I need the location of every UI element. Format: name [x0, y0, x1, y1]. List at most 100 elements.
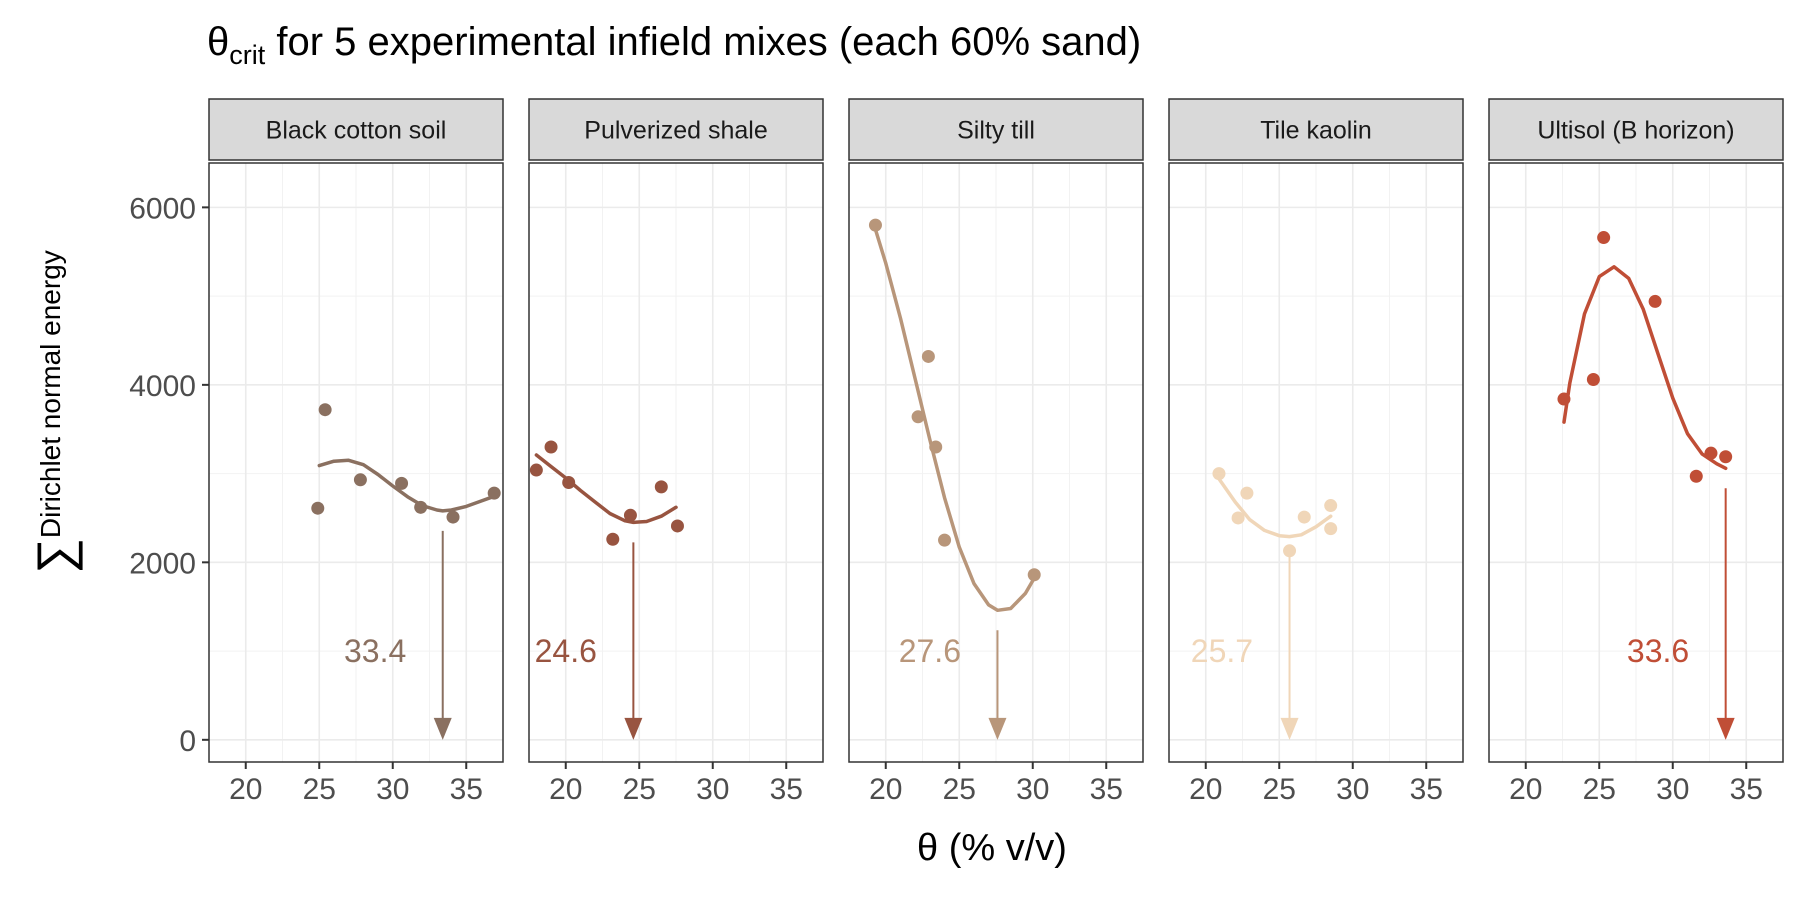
data-point [1240, 486, 1254, 500]
data-point [1648, 294, 1662, 308]
data-point [654, 480, 668, 494]
facet-strip [848, 98, 1144, 161]
x-tick-label: 20 [1509, 773, 1542, 806]
fit-curve [317, 458, 498, 513]
data-point [1586, 373, 1600, 387]
data-point [921, 349, 935, 363]
data-point [929, 440, 943, 454]
chart-title-text: for 5 experimental infield mixes (each 6… [265, 20, 1141, 64]
x-tick-label: 35 [1730, 773, 1763, 806]
data-point [318, 403, 332, 417]
x-tick-label: 25 [943, 773, 976, 806]
facet-strip [208, 98, 504, 161]
y-axis-label-subscript: Dirichlet normal energy [35, 250, 66, 538]
x-tick-label: 30 [1016, 773, 1049, 806]
data-point [446, 510, 460, 524]
facet-panel: Pulverized shale 24.6 20 25 30 35 [528, 98, 824, 806]
panel-border [528, 162, 824, 763]
data-point [1297, 510, 1311, 524]
x-tick-label: 35 [770, 773, 803, 806]
x-tick-label: 25 [1583, 773, 1616, 806]
x-tick-label: 30 [376, 773, 409, 806]
facet-panel: Silty till 27.6 20 25 30 35 [848, 98, 1144, 806]
data-point [868, 218, 882, 232]
fit-curve [534, 453, 678, 525]
facet-strip [528, 98, 824, 161]
y-axis-label-symbol: ∑ [27, 538, 83, 574]
data-point [1719, 450, 1733, 464]
x-tick-label: 20 [1189, 773, 1222, 806]
data-point [544, 440, 558, 454]
critical-arrow-head [433, 717, 452, 740]
x-axis-label: θ (% v/v) [917, 827, 1067, 869]
chart-title-subscript: crit [229, 40, 265, 70]
panel-border [1488, 162, 1784, 763]
x-tick-label: 30 [1336, 773, 1369, 806]
data-point [670, 519, 684, 533]
data-point [1324, 499, 1338, 513]
y-tick-label: 4000 [129, 370, 196, 403]
data-point [1212, 467, 1226, 481]
x-tick-label: 20 [549, 773, 582, 806]
data-point [311, 501, 325, 515]
x-tick-label: 20 [229, 773, 262, 806]
data-point [606, 532, 620, 546]
facet-panel: Ultisol (B horizon) 33.6 20 25 30 35 [1488, 98, 1784, 806]
data-point [395, 476, 409, 490]
x-tick-label: 20 [869, 773, 902, 806]
data-point [1704, 446, 1718, 460]
x-tick-label: 25 [623, 773, 656, 806]
critical-theta-label: 33.4 [344, 633, 406, 669]
facet-panel: Black cotton soil 33.4 20 25 30 35 [208, 98, 504, 806]
x-tick-label: 25 [1263, 773, 1296, 806]
data-point [623, 508, 637, 522]
data-point [1231, 511, 1245, 525]
facet-strip-label: Ultisol (B horizon) [1537, 117, 1734, 145]
y-axis-label: ∑Dirichlet normal energy [27, 250, 83, 574]
fit-curve [1562, 265, 1728, 471]
x-tick-label: 30 [1656, 773, 1689, 806]
data-point [562, 475, 576, 489]
facet-strip [1488, 98, 1784, 161]
data-point [1689, 469, 1703, 483]
y-tick-label: 0 [179, 725, 196, 758]
data-point [1324, 522, 1338, 536]
critical-theta-label: 24.6 [535, 633, 597, 669]
chart-title: θcrit for 5 experimental infield mixes (… [207, 20, 1141, 70]
data-point [1597, 231, 1611, 245]
y-tick-label: 6000 [129, 192, 196, 225]
panel-border [1168, 162, 1464, 763]
data-point [1557, 392, 1571, 406]
critical-arrow-head [988, 717, 1007, 740]
chart-title-symbol: θ [207, 20, 229, 64]
x-tick-label: 35 [1410, 773, 1443, 806]
x-tick-label: 35 [450, 773, 483, 806]
data-point [353, 473, 367, 487]
facet-strip [1168, 98, 1464, 161]
x-tick-label: 25 [303, 773, 336, 806]
data-point [1283, 544, 1297, 558]
facet-strip-label: Silty till [957, 117, 1035, 145]
facet-strip-label: Pulverized shale [584, 117, 767, 145]
facet-panel: Tile kaolin 25.7 20 25 30 35 [1168, 98, 1464, 806]
data-point [414, 500, 428, 514]
panel-border [208, 162, 504, 763]
y-axis-label-text: ∑Dirichlet normal energy [27, 250, 83, 574]
critical-arrow-head [1280, 717, 1299, 740]
critical-arrow-head [1716, 717, 1735, 740]
y-tick-label: 2000 [129, 547, 196, 580]
critical-arrow-head [624, 717, 643, 740]
facet-strip-label: Black cotton soil [266, 117, 447, 145]
x-tick-label: 30 [696, 773, 729, 806]
fit-curve [1217, 477, 1333, 539]
data-point [911, 410, 925, 424]
data-point [487, 486, 501, 500]
data-point [938, 533, 952, 547]
critical-theta-label: 25.7 [1191, 633, 1253, 669]
critical-theta-label: 33.6 [1627, 633, 1689, 669]
x-tick-label: 35 [1090, 773, 1123, 806]
y-axis: 0 2000 4000 6000 [129, 192, 209, 758]
fit-curve [873, 227, 1036, 613]
